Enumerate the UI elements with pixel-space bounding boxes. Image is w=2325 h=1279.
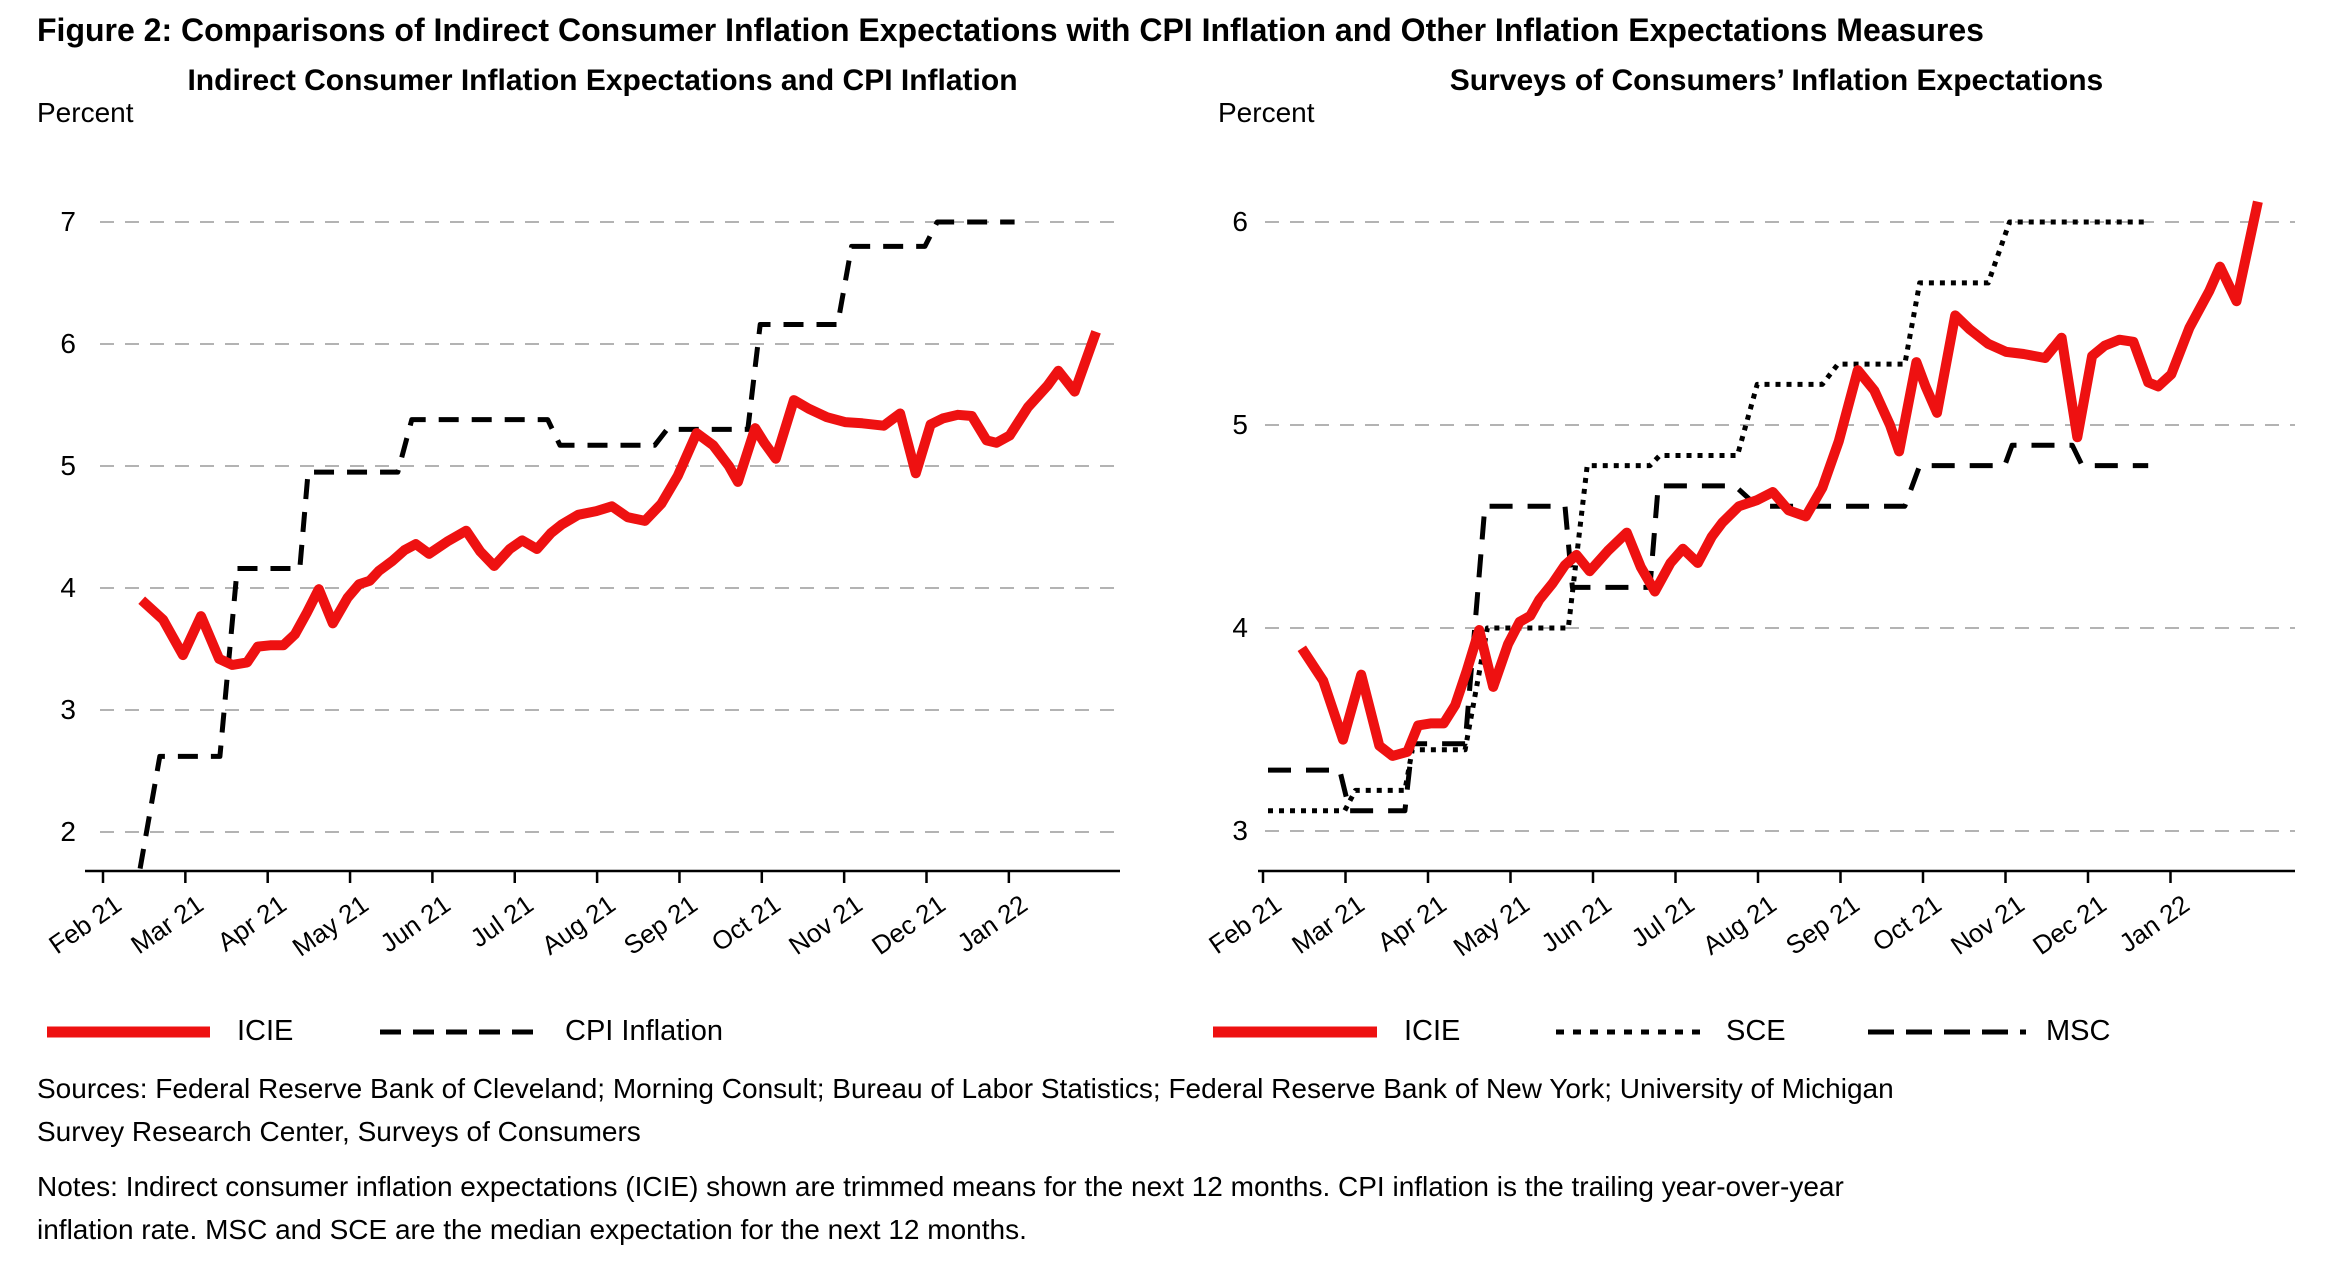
right-chart-title: Surveys of Consumers’ Inflation Expectat… [1449,64,2104,97]
left-y-tick-label-5: 5 [60,450,76,481]
right-y-tick-label-4: 4 [1232,612,1248,643]
notes-line-1: Notes: Indirect consumer inflation expec… [37,1171,1844,1202]
left-chart-title: Indirect Consumer Inflation Expectations… [187,64,1018,97]
left-series-cpi-inflation [137,219,1015,870]
left-y-tick-label-7: 7 [60,206,76,237]
notes-line-2: inflation rate. MSC and SCE are the medi… [37,1214,1027,1245]
left-y-axis-unit-label: Percent [37,97,134,128]
left-y-tick-label-6: 6 [60,328,76,359]
right-y-tick-label-3: 3 [1232,815,1248,846]
right-series-msc [1268,442,2149,814]
right-y-axis-unit-label: Percent [1218,97,1315,128]
right-series-sce [1268,219,2149,814]
right-legend-label-icie: ICIE [1404,1015,1461,1047]
right-series-icie [1297,200,2263,761]
left-y-tick-label-2: 2 [60,816,76,847]
left-y-tick-label-4: 4 [60,572,76,603]
right-y-tick-label-5: 5 [1232,409,1248,440]
right-legend-label-msc: MSC [2046,1015,2111,1047]
sources-line-2: Survey Research Center, Surveys of Consu… [37,1116,641,1147]
left-series-icie [138,330,1101,670]
right-legend-label-sce: SCE [1726,1015,1786,1047]
left-legend-label-icie: ICIE [237,1015,294,1047]
figure-title: Figure 2: Comparisons of Indirect Consum… [37,12,1984,48]
right-y-tick-label-6: 6 [1232,206,1248,237]
left-legend-label-cpi-inflation: CPI Inflation [565,1015,723,1047]
left-y-tick-label-3: 3 [60,694,76,725]
sources-line-1: Sources: Federal Reserve Bank of Clevela… [37,1073,1894,1104]
